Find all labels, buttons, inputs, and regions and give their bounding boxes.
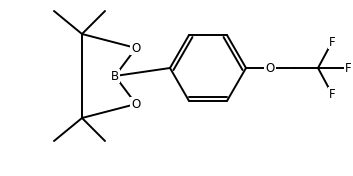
Text: O: O bbox=[131, 42, 140, 55]
Text: F: F bbox=[329, 36, 335, 49]
Text: B: B bbox=[111, 70, 119, 83]
Text: O: O bbox=[265, 61, 275, 74]
Text: O: O bbox=[131, 98, 140, 111]
Text: F: F bbox=[345, 61, 351, 74]
Text: F: F bbox=[329, 87, 335, 100]
